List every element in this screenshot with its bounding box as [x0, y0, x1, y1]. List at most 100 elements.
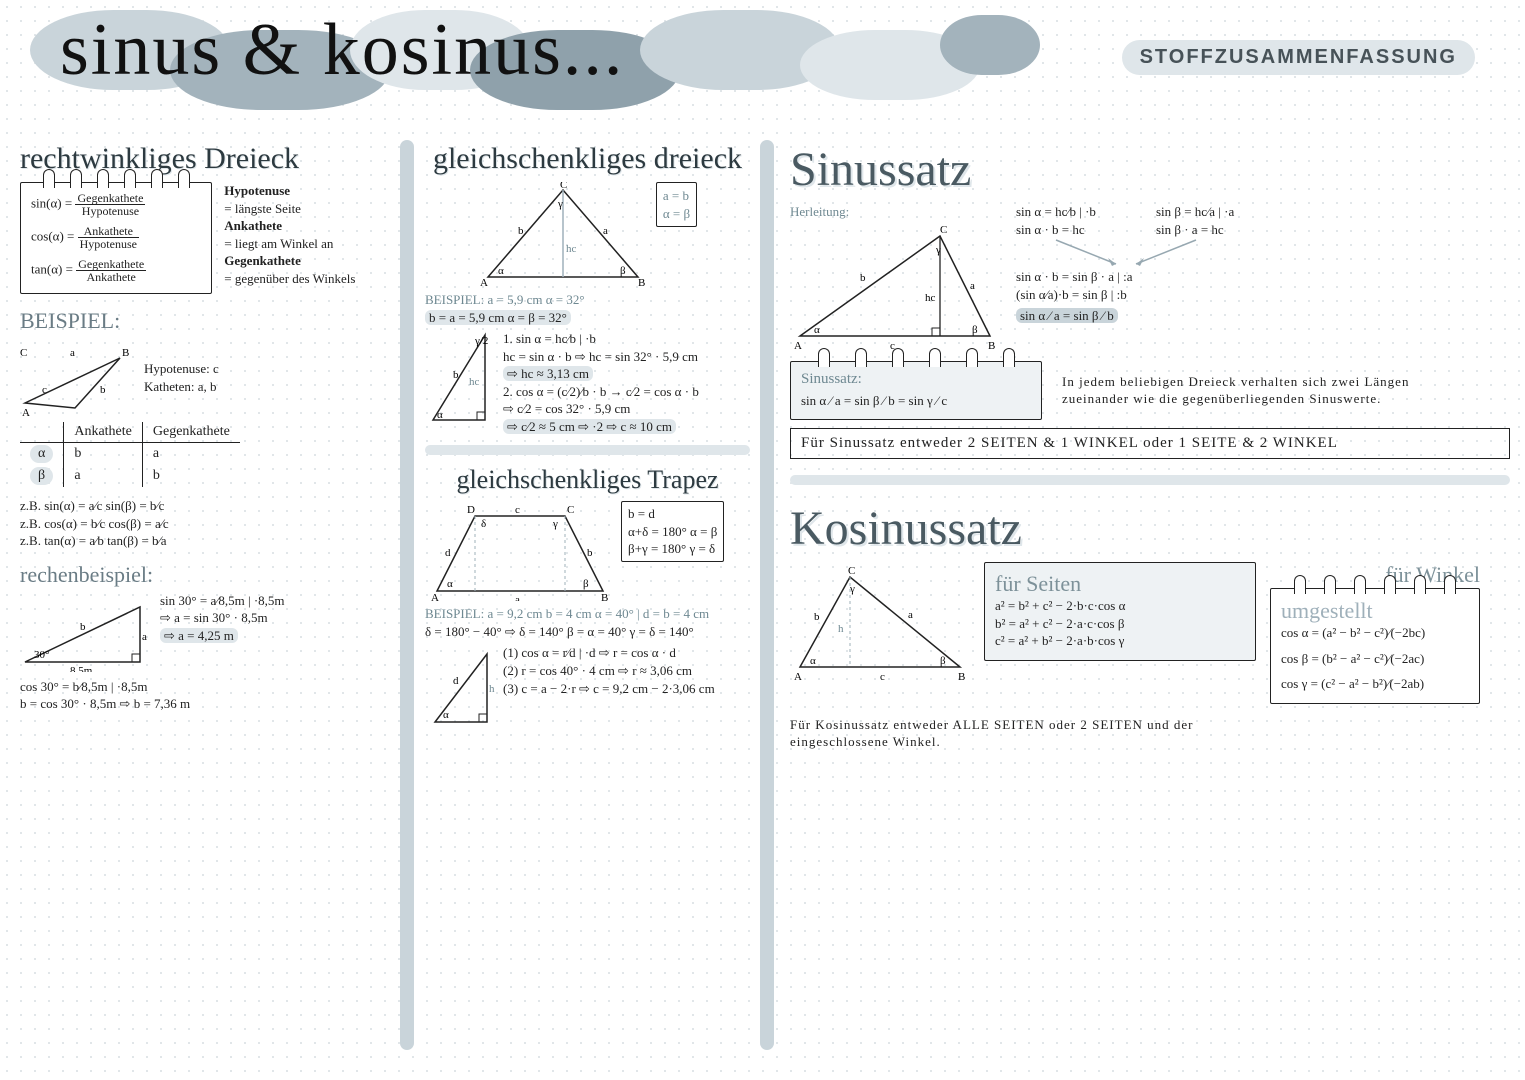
svg-text:c/2: c/2 [450, 423, 463, 425]
umgestellt: umgestellt [1281, 598, 1469, 624]
svg-text:hc: hc [566, 243, 577, 255]
h2-sinussatz: Sinussatz [790, 142, 1510, 197]
svg-text:d: d [453, 675, 459, 687]
sinus-derivation: sin α = hc⁄b | ·bsin α · b = hc sin β = … [1016, 203, 1510, 325]
svg-text:c: c [42, 384, 47, 396]
side-notes: Hypotenuse= längste Seite Ankathete= lie… [224, 182, 380, 287]
def-tan: tan(α) = GegenkatheteAnkathete [31, 258, 201, 283]
svg-text:a: a [603, 225, 608, 237]
svg-text:δ: δ [481, 518, 486, 530]
trap-corner-icon: d h α r [425, 644, 495, 729]
svg-text:B: B [601, 592, 608, 601]
column-isoceles: gleichschenkliges dreieck CAB ba hc αβγ … [425, 140, 750, 1065]
svg-text:D: D [467, 504, 475, 516]
example-heading: BEISPIEL: [20, 308, 380, 334]
svg-text:α: α [437, 409, 443, 421]
kathete-table: AnkatheteGegenkathete αba βab [20, 422, 240, 487]
half-triangle-icon: b hc γ/2 c/2 α [425, 330, 495, 425]
svg-text:α: α [810, 655, 816, 667]
svg-text:h: h [489, 683, 495, 695]
svg-text:c: c [880, 671, 885, 682]
sinus-card-title: Sinussatz: [801, 371, 1031, 388]
sinus-rule: Für Sinussatz entweder 2 SEITEN & 1 WINK… [790, 428, 1510, 459]
svg-text:γ: γ [849, 583, 855, 595]
svg-text:b: b [860, 272, 866, 284]
iso-props: a = b α = β [656, 182, 697, 227]
svg-text:A: A [480, 277, 488, 287]
svg-text:C: C [20, 347, 27, 359]
rech-lines-2: cos 30° = b⁄8,5m | ·8,5m b = cos 30° · 8… [20, 678, 380, 713]
trap-example: BEISPIEL: a = 9,2 cm b = 4 cm α = 40° | … [425, 605, 750, 640]
divider-1 [400, 140, 414, 1050]
svg-text:h: h [838, 623, 844, 635]
svg-text:α: α [443, 709, 449, 721]
svg-text:30°: 30° [34, 649, 49, 661]
h2-kosinussatz: Kosinussatz [790, 501, 1510, 556]
separator-2 [790, 475, 1510, 485]
svg-text:γ: γ [552, 518, 558, 530]
svg-text:γ: γ [935, 244, 941, 256]
svg-text:8,5m: 8,5m [70, 665, 93, 672]
svg-text:b: b [518, 225, 524, 237]
fuer-winkel: cos α = (a² − b² − c²)⁄(−2bc) cos β = (b… [1281, 624, 1469, 693]
spiral-icon [805, 348, 1027, 367]
svg-text:γ/2: γ/2 [474, 335, 488, 347]
fuer-seiten: a² = b² + c² − 2·b·c·cos α b² = a² + c² … [995, 597, 1245, 650]
svg-text:A: A [431, 592, 439, 601]
svg-text:α: α [814, 324, 820, 336]
iso-example: BEISPIEL: a = 5,9 cm α = 32° b = a = 5,9… [425, 291, 750, 326]
svg-text:b: b [80, 621, 86, 633]
subtitle-chip: STOFFZUSAMMENFASSUNG [1122, 40, 1475, 75]
svg-text:α: α [447, 578, 453, 590]
rechenbeispiel-heading: rechenbeispiel: [20, 562, 380, 588]
svg-text:a: a [142, 631, 147, 643]
tri-labels: Hypotenuse: c Katheten: a, b [144, 360, 219, 395]
svg-text:a: a [970, 280, 975, 292]
svg-text:d: d [445, 547, 451, 559]
svg-text:b: b [453, 369, 459, 381]
svg-text:B: B [638, 277, 645, 287]
sinus-text: In jedem beliebigen Dreieck verhalten si… [1062, 373, 1442, 408]
svg-text:r: r [461, 725, 465, 729]
spiral-icon [1285, 575, 1465, 594]
svg-text:C: C [560, 182, 567, 191]
svg-text:B: B [958, 671, 965, 682]
svg-text:hc: hc [469, 376, 480, 388]
svg-text:a: a [908, 609, 913, 621]
zb-list: z.B. sin(α) = a⁄c sin(β) = b⁄c z.B. cos(… [20, 497, 380, 550]
rech-lines: sin 30° = a⁄8,5m | ·8,5m ⇨ a = sin 30° ·… [160, 592, 285, 672]
kosinus-rule: Für Kosinussatz entweder ALLE SEITEN ode… [790, 716, 1210, 751]
svg-text:b: b [587, 547, 593, 559]
spiral-icon [35, 169, 197, 188]
fuer-seiten-title: für Seiten [995, 571, 1245, 597]
svg-text:A: A [794, 340, 802, 351]
svg-text:hc: hc [925, 292, 936, 304]
svg-text:A: A [22, 407, 30, 418]
svg-text:α: α [498, 265, 504, 277]
column-laws: Sinussatz Herleitung: A B C b a c hc α β γ si… [790, 140, 1510, 1065]
svg-text:a: a [70, 347, 75, 359]
def-cos: cos(α) = AnkatheteHypotenuse [31, 225, 201, 250]
svg-text:γ: γ [557, 198, 563, 210]
separator [425, 445, 750, 455]
triangle-30-icon: 30° b a 8,5m [20, 592, 150, 672]
kosinus-triangle-icon: ABC ba c h αβγ [790, 562, 970, 682]
h2-isoceles: gleichschenkliges dreieck [425, 142, 750, 176]
iso-steps: 1. sin α = hc⁄b | ·b hc = sin α · b ⇨ hc… [503, 330, 699, 435]
page-title: sinus & kosinus... [60, 8, 624, 93]
svg-text:β: β [972, 324, 978, 336]
divider-2 [760, 140, 774, 1050]
svg-text:B: B [122, 347, 129, 359]
svg-text:C: C [940, 224, 947, 236]
triangle-icon: CBA abc [20, 338, 130, 418]
herleitung-label: Herleitung: [790, 203, 1000, 221]
svg-text:β: β [620, 265, 626, 277]
svg-text:C: C [567, 504, 574, 516]
trap-steps: (1) cos α = r⁄d | ·d ⇨ r = cos α · d (2)… [503, 644, 715, 729]
sinus-triangle-icon: ABC ba c hc αβγ [790, 221, 1000, 351]
column-right-triangle: rechtwinkliges Dreieck sin(α) = Gegenkat… [20, 140, 380, 1065]
def-sin: sin(α) = GegenkatheteHypotenuse [31, 192, 201, 217]
sinus-card-eq: sin α ⁄ a = sin β ⁄ b = sin γ ⁄ c [801, 392, 1031, 410]
svg-text:A: A [794, 671, 802, 682]
trapez-icon: AB CD ac db αβ γδ [425, 501, 615, 601]
